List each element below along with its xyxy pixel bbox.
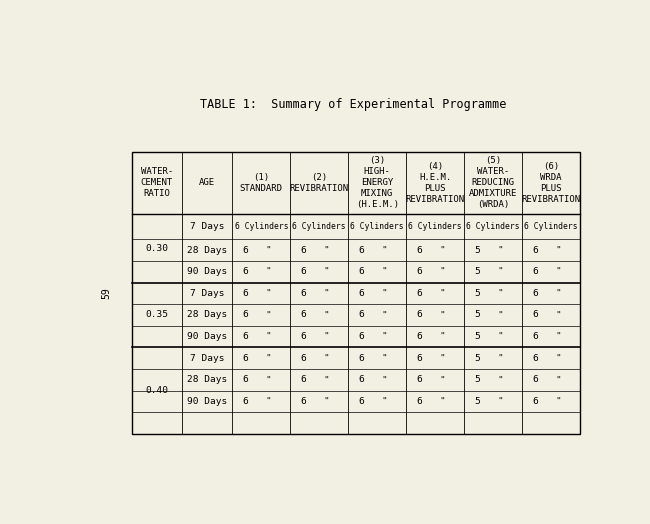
Text: ": " <box>382 267 387 276</box>
Text: 6: 6 <box>532 397 538 406</box>
Text: ": " <box>382 289 387 298</box>
Text: ": " <box>323 354 329 363</box>
Text: 6: 6 <box>358 397 364 406</box>
Text: ": " <box>555 289 561 298</box>
Text: 6: 6 <box>242 246 248 255</box>
Text: ": " <box>497 376 503 385</box>
Text: 6: 6 <box>242 289 248 298</box>
Text: 5: 5 <box>474 354 480 363</box>
Text: ": " <box>497 332 503 341</box>
Text: 6: 6 <box>416 397 422 406</box>
Text: 28 Days: 28 Days <box>187 376 228 385</box>
Text: 6: 6 <box>532 354 538 363</box>
Text: 6: 6 <box>300 289 306 298</box>
Text: 7 Days: 7 Days <box>190 354 224 363</box>
Text: 28 Days: 28 Days <box>187 311 228 320</box>
Text: ": " <box>555 354 561 363</box>
Text: ": " <box>323 289 329 298</box>
Text: ": " <box>323 267 329 276</box>
Text: ": " <box>265 289 271 298</box>
Text: 6: 6 <box>242 376 248 385</box>
Text: 6: 6 <box>242 332 248 341</box>
Text: ": " <box>497 354 503 363</box>
Text: 6: 6 <box>532 311 538 320</box>
Text: ": " <box>497 267 503 276</box>
Text: ": " <box>439 311 445 320</box>
Text: ": " <box>555 376 561 385</box>
Text: 5: 5 <box>474 289 480 298</box>
Text: ": " <box>382 397 387 406</box>
Text: ": " <box>382 332 387 341</box>
Text: 6: 6 <box>358 311 364 320</box>
Text: ": " <box>439 397 445 406</box>
Text: ": " <box>555 246 561 255</box>
Text: ": " <box>497 311 503 320</box>
Text: ": " <box>439 376 445 385</box>
Text: ": " <box>382 311 387 320</box>
Text: 6: 6 <box>416 246 422 255</box>
Text: 6: 6 <box>242 267 248 276</box>
Text: (5)
WATER-
REDUCING
ADMIXTURE
(WRDA): (5) WATER- REDUCING ADMIXTURE (WRDA) <box>469 156 517 210</box>
Text: ": " <box>555 267 561 276</box>
Text: ": " <box>439 289 445 298</box>
Text: 7 Days: 7 Days <box>190 289 224 298</box>
Text: 6: 6 <box>242 354 248 363</box>
Text: 5: 5 <box>474 311 480 320</box>
Text: 6: 6 <box>532 289 538 298</box>
Text: 6: 6 <box>416 354 422 363</box>
Text: 6: 6 <box>300 354 306 363</box>
Text: 90 Days: 90 Days <box>187 267 228 276</box>
Text: ": " <box>323 376 329 385</box>
Text: 6: 6 <box>532 376 538 385</box>
Text: ": " <box>323 246 329 255</box>
Text: 28 Days: 28 Days <box>187 246 228 255</box>
Text: ": " <box>555 332 561 341</box>
Text: 6: 6 <box>416 376 422 385</box>
Text: (1)
STANDARD: (1) STANDARD <box>240 173 283 193</box>
Text: ": " <box>265 246 271 255</box>
Text: 0.35: 0.35 <box>146 311 168 320</box>
Text: ": " <box>439 246 445 255</box>
Text: 90 Days: 90 Days <box>187 397 228 406</box>
Text: (3)
HIGH-
ENERGY
MIXING
(H.E.M.): (3) HIGH- ENERGY MIXING (H.E.M.) <box>356 156 398 210</box>
Text: 6: 6 <box>416 267 422 276</box>
Text: 7 Days: 7 Days <box>190 222 224 231</box>
Text: 5: 5 <box>474 376 480 385</box>
Text: 6: 6 <box>416 332 422 341</box>
Text: ": " <box>439 267 445 276</box>
Text: ": " <box>265 332 271 341</box>
Text: ": " <box>382 354 387 363</box>
Text: ": " <box>497 397 503 406</box>
Text: 5: 5 <box>474 246 480 255</box>
Text: ": " <box>382 376 387 385</box>
Text: 6: 6 <box>416 311 422 320</box>
Text: 59: 59 <box>101 287 111 299</box>
Text: ": " <box>497 246 503 255</box>
Text: 6: 6 <box>300 376 306 385</box>
Text: ": " <box>439 332 445 341</box>
Text: 5: 5 <box>474 397 480 406</box>
Text: 6: 6 <box>242 311 248 320</box>
Text: 6: 6 <box>358 246 364 255</box>
Text: ": " <box>555 397 561 406</box>
Text: 6: 6 <box>358 376 364 385</box>
Text: ": " <box>555 311 561 320</box>
Text: 6 Cylinders: 6 Cylinders <box>350 222 404 231</box>
Text: 6 Cylinders: 6 Cylinders <box>235 222 288 231</box>
Text: AGE: AGE <box>199 178 215 187</box>
Text: 6: 6 <box>532 267 538 276</box>
Text: 6: 6 <box>242 397 248 406</box>
Text: ": " <box>265 311 271 320</box>
Text: (4)
H.E.M.
PLUS
REVIBRATION: (4) H.E.M. PLUS REVIBRATION <box>406 161 465 204</box>
Text: 6: 6 <box>300 267 306 276</box>
Text: 6: 6 <box>300 397 306 406</box>
Text: WATER-
CEMENT
RATIO: WATER- CEMENT RATIO <box>140 167 173 198</box>
Text: 6: 6 <box>358 354 364 363</box>
Text: ": " <box>265 267 271 276</box>
Text: 6: 6 <box>300 246 306 255</box>
Text: 6 Cylinders: 6 Cylinders <box>466 222 520 231</box>
Text: ": " <box>323 332 329 341</box>
Text: (2)
REVIBRATION: (2) REVIBRATION <box>290 173 349 193</box>
Text: 0.40: 0.40 <box>146 386 168 395</box>
Text: (6)
WRDA
PLUS
REVIBRATION: (6) WRDA PLUS REVIBRATION <box>521 161 580 204</box>
